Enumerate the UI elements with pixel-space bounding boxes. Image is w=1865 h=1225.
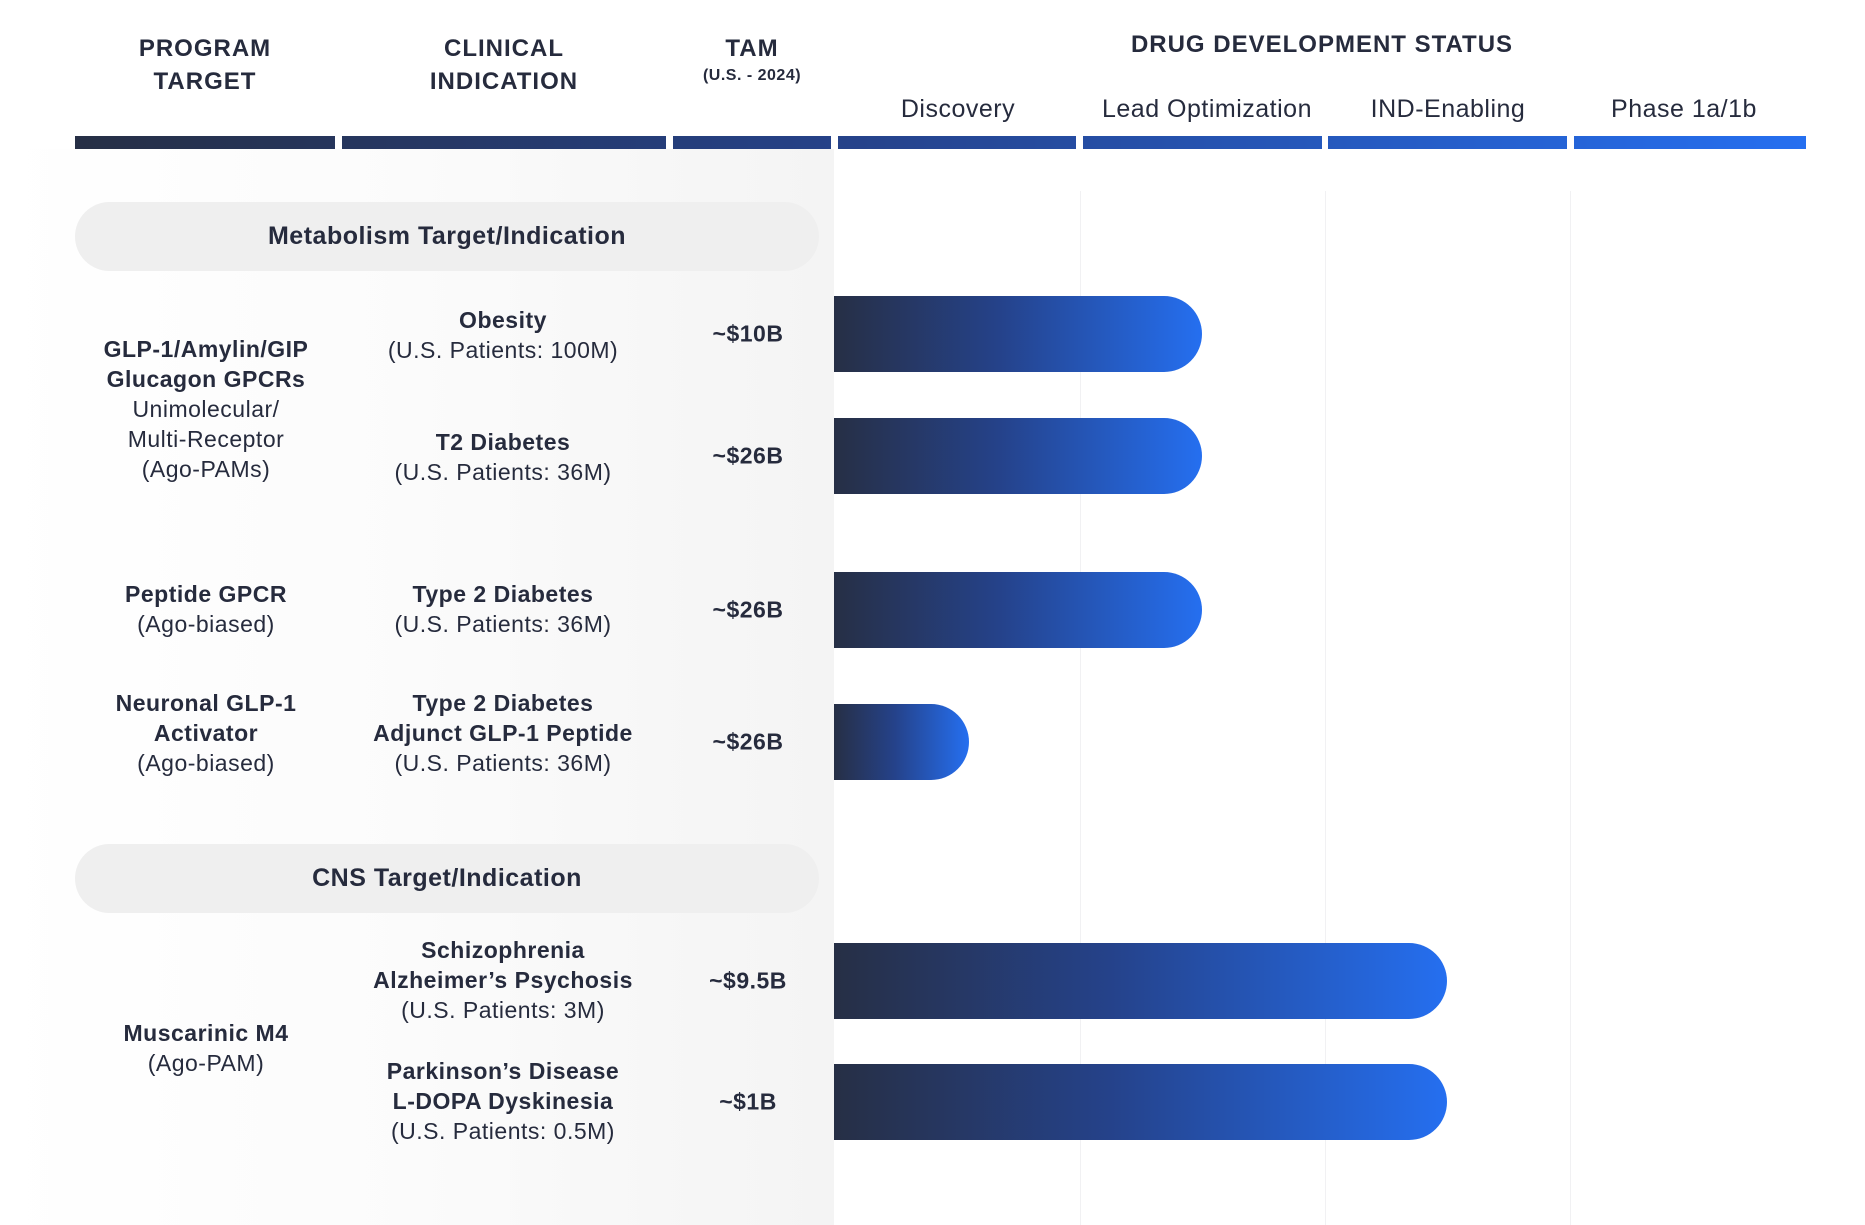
progress-bar xyxy=(834,296,1202,372)
header-line: PROGRAM xyxy=(138,35,272,62)
text-line: (Ago-PAM) xyxy=(147,1050,265,1076)
header-column-bar xyxy=(1328,136,1567,149)
header-column-bar xyxy=(1574,136,1806,149)
text-line: Alzheimer’s Psychosis xyxy=(373,967,633,993)
header-column-bar xyxy=(342,136,666,149)
header-tam: TAM xyxy=(673,32,831,65)
text-line: Neuronal GLP-1 xyxy=(115,690,297,716)
clinical-indication: Parkinson’s Disease L-DOPA Dyskinesia (U.S… xyxy=(387,1056,619,1146)
header-line: INDICATION xyxy=(429,68,579,95)
stage-lead-optimization: Lead Optimization xyxy=(1101,95,1313,123)
tam-value: ~$10B xyxy=(712,320,784,347)
tam-value: ~$9.5B xyxy=(709,967,787,994)
text-line: (Ago-biased) xyxy=(137,750,275,776)
text-line: Obesity xyxy=(459,307,547,333)
program-target: Neuronal GLP-1 Activator (Ago-biased) xyxy=(116,688,297,778)
text-line: Activator xyxy=(153,720,259,746)
tam-value: ~$26B xyxy=(712,442,784,469)
header-column-bar xyxy=(75,136,335,149)
progress-bar xyxy=(834,418,1202,494)
text-line: GLP-1/Amylin/GIP xyxy=(103,336,309,362)
text-line: (U.S. Patients: 36M) xyxy=(394,750,612,776)
tam-value: ~$26B xyxy=(712,596,784,623)
text-line: (U.S. Patients: 36M) xyxy=(394,459,612,485)
text-line: (U.S. Patients: 3M) xyxy=(401,997,605,1023)
text-line: Schizophrenia xyxy=(421,937,585,963)
left-panel-background xyxy=(0,149,834,1225)
header-tam-label: TAM xyxy=(725,35,779,62)
program-target: Muscarinic M4 (Ago-PAM) xyxy=(124,1018,289,1078)
header-tam-sub: (U.S. - 2024) xyxy=(702,67,802,84)
stage-discovery: Discovery xyxy=(900,95,1016,123)
progress-bar xyxy=(834,943,1447,1019)
progress-bar xyxy=(834,704,969,780)
clinical-indication: T2 Diabetes (U.S. Patients: 36M) xyxy=(394,427,611,487)
section-band-cns: CNS Target/Indication xyxy=(75,844,819,913)
text-line: (U.S. Patients: 36M) xyxy=(394,611,612,637)
section-title: Metabolism Target/Indication xyxy=(267,222,627,250)
clinical-indication: Schizophrenia Alzheimer’s Psychosis (U.S. … xyxy=(373,935,633,1025)
header-line: CLINICAL xyxy=(444,35,564,62)
text-line: Multi-Receptor xyxy=(127,426,285,452)
gridline xyxy=(1080,191,1081,1225)
text-line: (Ago-PAMs) xyxy=(141,456,271,482)
tam-value: ~$1B xyxy=(719,1088,777,1115)
text-line: Type 2 Diabetes xyxy=(412,690,594,716)
gridline xyxy=(1570,191,1571,1225)
text-line: Unimolecular/ xyxy=(132,396,280,422)
text-line: (U.S. Patients: 0.5M) xyxy=(391,1118,615,1144)
progress-bar xyxy=(834,1064,1447,1140)
text-line: (U.S. Patients: 100M) xyxy=(387,337,619,363)
text-line: Parkinson’s Disease xyxy=(386,1058,620,1084)
gridline xyxy=(1325,191,1326,1225)
text-line: Peptide GPCR xyxy=(125,581,287,607)
tam-value: ~$26B xyxy=(712,728,784,755)
header-column-bar xyxy=(1083,136,1322,149)
header-clinical-indication: CLINICAL INDICATION xyxy=(342,32,666,98)
text-line: T2 Diabetes xyxy=(435,429,571,455)
section-title: CNS Target/Indication xyxy=(312,864,582,892)
header-column-bar xyxy=(838,136,1076,149)
header-line: TARGET xyxy=(153,68,257,95)
clinical-indication: Obesity (U.S. Patients: 100M) xyxy=(388,305,618,365)
progress-bar xyxy=(834,572,1202,648)
text-line: Adjunct GLP-1 Peptide xyxy=(373,720,633,746)
header-program-target: PROGRAM TARGET xyxy=(75,32,335,98)
header-development-status: DRUG DEVELOPMENT STATUS xyxy=(1130,31,1514,58)
clinical-indication: Type 2 Diabetes (U.S. Patients: 36M) xyxy=(394,579,611,639)
program-target: GLP-1/Amylin/GIP Glucagon GPCRs Unimolecul… xyxy=(104,334,309,484)
text-line: Glucagon GPCRs xyxy=(106,366,306,392)
text-line: (Ago-biased) xyxy=(137,611,275,637)
header-column-bar xyxy=(673,136,831,149)
text-line: L-DOPA Dyskinesia xyxy=(392,1088,614,1114)
stage-ind-enabling: IND-Enabling xyxy=(1370,95,1526,123)
stage-phase-1: Phase 1a/1b xyxy=(1611,95,1757,123)
program-target: Peptide GPCR (Ago-biased) xyxy=(125,579,287,639)
text-line: Type 2 Diabetes xyxy=(412,581,594,607)
clinical-indication: Type 2 Diabetes Adjunct GLP-1 Peptide (U.S… xyxy=(373,688,633,778)
section-band-metabolism: Metabolism Target/Indication xyxy=(75,202,819,271)
text-line: Muscarinic M4 xyxy=(123,1020,289,1046)
